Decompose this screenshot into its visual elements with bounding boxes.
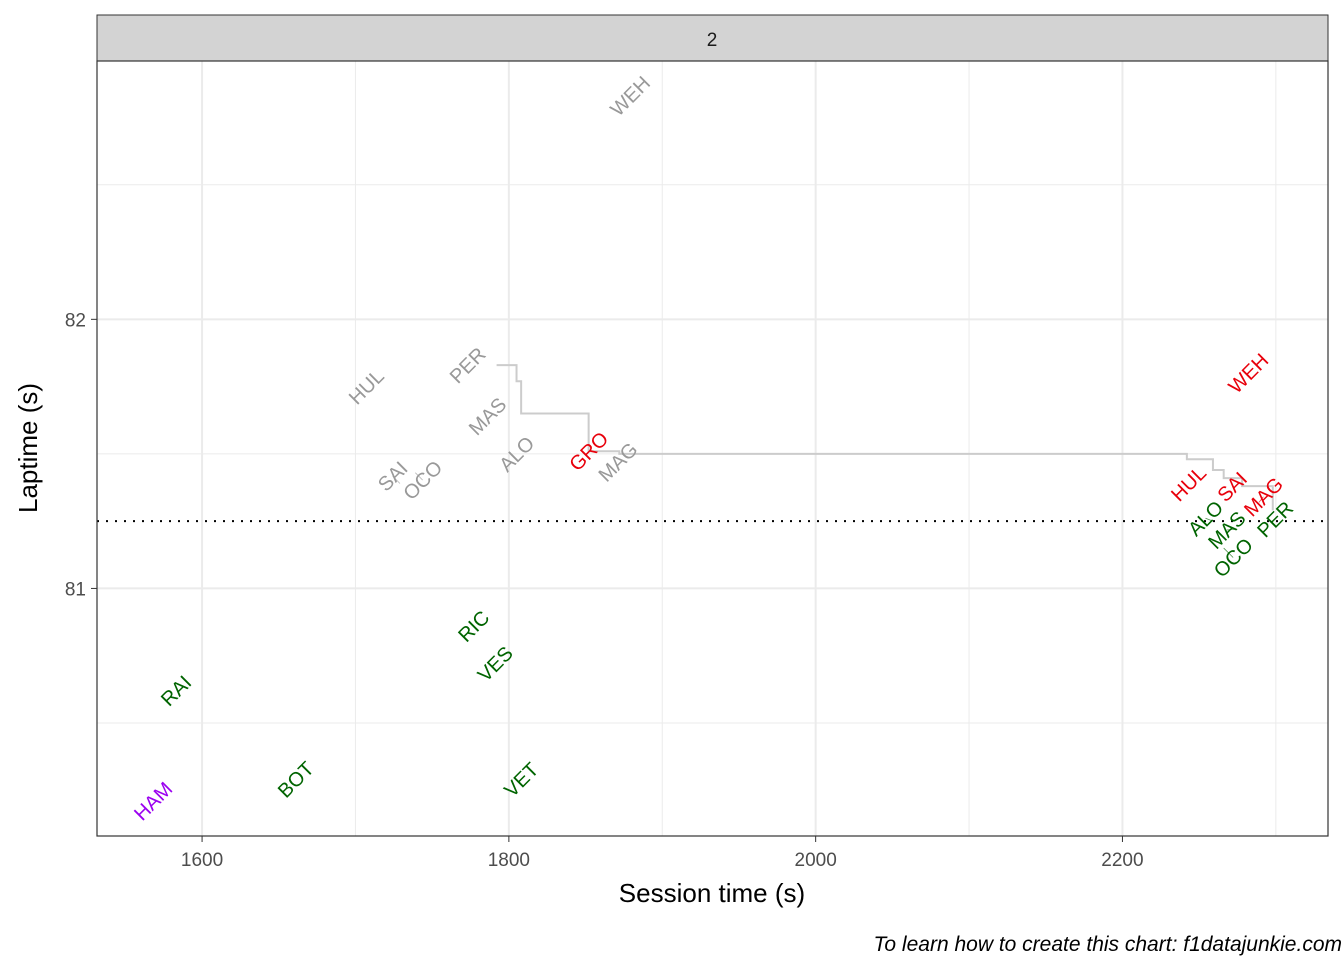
x-tick-label: 1600	[181, 850, 223, 871]
y-tick-label: 82	[65, 310, 86, 331]
label-leader-line	[1205, 517, 1214, 522]
x-tick-label: 1800	[488, 850, 530, 871]
label-leader-line	[392, 475, 401, 484]
plot-panel	[97, 61, 1328, 836]
grid	[97, 61, 1328, 836]
y-tick-label: 81	[65, 579, 86, 600]
x-tick-label: 2000	[795, 850, 837, 871]
x-tick-label: 2200	[1101, 850, 1143, 871]
label-leader-lines	[392, 472, 1264, 558]
step-line	[496, 364, 1274, 511]
facet-strip	[96, 14, 1329, 62]
facet-label: 2	[707, 30, 718, 51]
x-axis-title: Session time (s)	[619, 878, 805, 908]
label-leader-line	[1258, 496, 1264, 503]
caption: To learn how to create this chart: f1dat…	[874, 933, 1342, 956]
y-axis-title: Laptime (s)	[13, 383, 43, 513]
panel-border	[96, 60, 1329, 837]
label-leader-line	[1223, 547, 1234, 558]
axis-ticks: 1600 1800 2000 2200 81 82	[65, 310, 1144, 871]
label-leader-line	[415, 472, 423, 481]
label-leader-line	[1226, 528, 1236, 531]
step-line-path	[496, 364, 1274, 511]
